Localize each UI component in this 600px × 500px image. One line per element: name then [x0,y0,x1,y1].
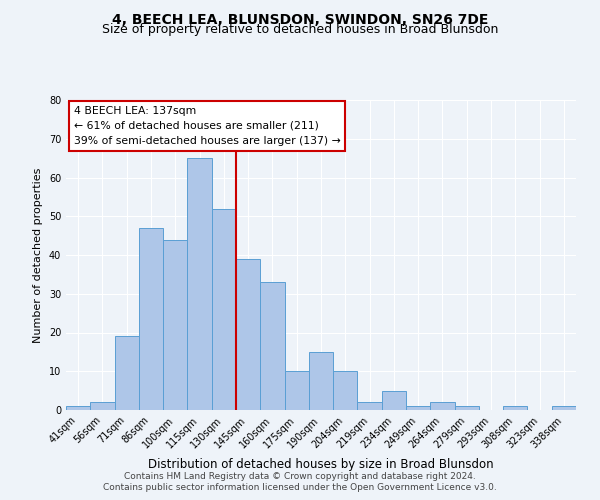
Text: 4, BEECH LEA, BLUNSDON, SWINDON, SN26 7DE: 4, BEECH LEA, BLUNSDON, SWINDON, SN26 7D… [112,12,488,26]
Bar [236,259,260,410]
Bar [139,228,163,410]
Bar [455,406,479,410]
Bar [309,352,333,410]
Bar [260,282,284,410]
Bar [333,371,358,410]
Bar [503,406,527,410]
Bar [115,336,139,410]
Bar [90,402,115,410]
X-axis label: Distribution of detached houses by size in Broad Blunsdon: Distribution of detached houses by size … [148,458,494,471]
Bar [358,402,382,410]
Bar [284,371,309,410]
Bar [187,158,212,410]
Text: 4 BEECH LEA: 137sqm
← 61% of detached houses are smaller (211)
39% of semi-detac: 4 BEECH LEA: 137sqm ← 61% of detached ho… [74,106,340,146]
Text: Contains HM Land Registry data © Crown copyright and database right 2024.
Contai: Contains HM Land Registry data © Crown c… [103,472,497,492]
Bar [430,402,455,410]
Text: Size of property relative to detached houses in Broad Blunsdon: Size of property relative to detached ho… [102,22,498,36]
Bar [382,390,406,410]
Bar [163,240,187,410]
Y-axis label: Number of detached properties: Number of detached properties [33,168,43,342]
Bar [212,208,236,410]
Bar [66,406,90,410]
Bar [406,406,430,410]
Bar [552,406,576,410]
